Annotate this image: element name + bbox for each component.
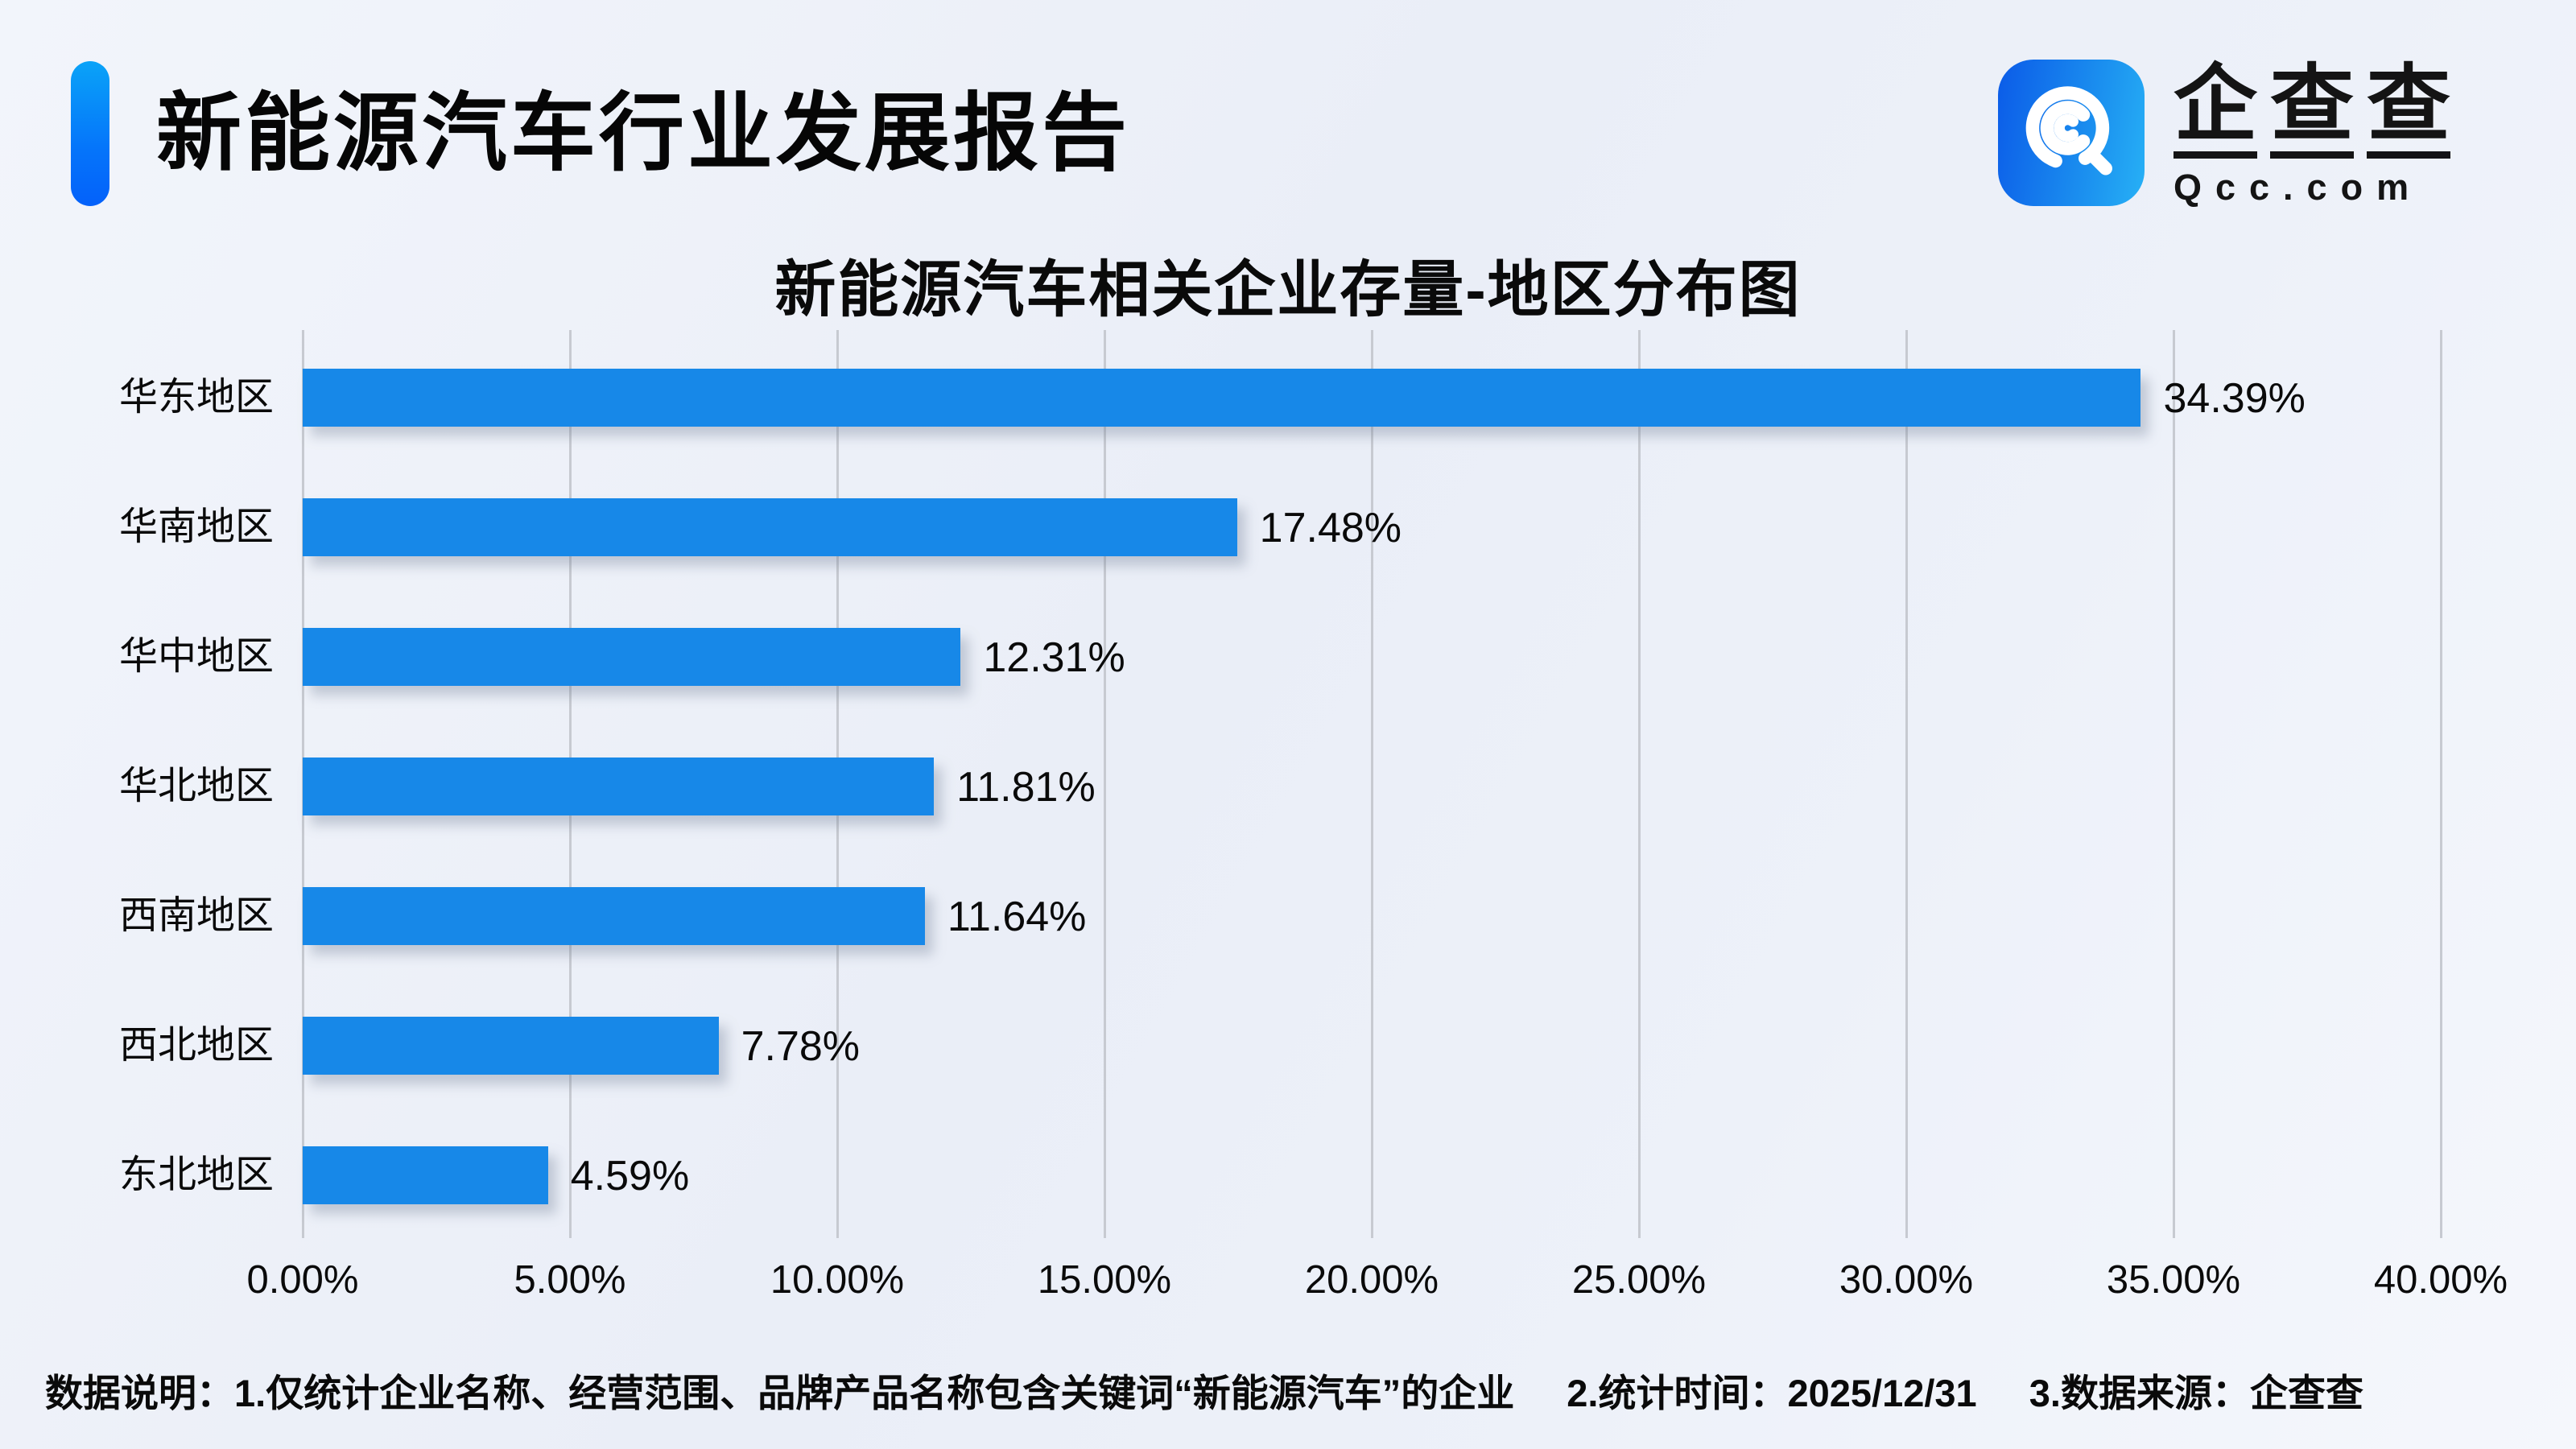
qcc-logo-text: 企 查 查 Qcc.com	[2174, 60, 2451, 208]
bar-row: 34.39%	[303, 369, 2441, 427]
x-tick-label: 25.00%	[1571, 1258, 1707, 1302]
bar	[303, 498, 1237, 556]
bar-value-label: 11.81%	[956, 764, 1096, 811]
gridline	[1104, 330, 1106, 1238]
y-axis-labels: 华东地区华南地区华中地区华北地区西南地区西北地区东北地区	[0, 330, 274, 1238]
category-label: 西南地区	[118, 894, 274, 937]
gridline	[2440, 330, 2442, 1238]
bar-value-label: 17.48%	[1259, 505, 1402, 551]
qcc-logo: 企 查 查 Qcc.com	[1998, 60, 2451, 208]
bar-value-label: 4.59%	[570, 1153, 690, 1199]
page-title: 新能源汽车行业发展报告	[156, 86, 1130, 181]
gridline	[1371, 330, 1373, 1238]
x-axis-labels: 0.00% 5.00% 10.00% 15.00% 20.00% 25.00% 30.00%…	[247, 1257, 2508, 1314]
bar-row: 17.48%	[303, 498, 2441, 556]
bar-value-label: 34.39%	[2163, 375, 2306, 422]
bar	[303, 1017, 719, 1075]
category-label: 西北地区	[118, 1024, 274, 1067]
category-label: 华东地区	[118, 376, 274, 419]
plot-area: 34.39% 17.48% 12.31% 11.81% 11.64% 7.78% 4.59%	[302, 330, 2442, 1238]
brand-char: 企	[2174, 60, 2258, 159]
gridline	[2173, 330, 2175, 1238]
brand-char: 查	[2270, 60, 2355, 159]
title-accent-bar	[71, 61, 109, 206]
bar-row: 7.78%	[303, 1017, 2441, 1075]
bar-row: 4.59%	[303, 1146, 2441, 1204]
bar-row: 11.81%	[303, 758, 2441, 815]
bar	[303, 758, 935, 815]
qcc-brand-name: 企 查 查	[2174, 60, 2451, 159]
x-tick-label: 40.00%	[2373, 1258, 2508, 1302]
gridline	[1638, 330, 1641, 1238]
bar	[303, 628, 961, 686]
qcc-domain: Qcc.com	[2174, 167, 2423, 208]
bar-value-label: 7.78%	[741, 1023, 861, 1070]
bar-value-label: 11.64%	[947, 894, 1087, 940]
x-tick-label: 5.00%	[514, 1258, 626, 1302]
x-tick-label: 15.00%	[1037, 1258, 1172, 1302]
footer-part-source: 3.数据来源：企查查	[2029, 1372, 2363, 1414]
bar	[303, 369, 2141, 427]
bar-value-label: 12.31%	[983, 634, 1125, 681]
gridline	[1905, 330, 1908, 1238]
category-label: 华南地区	[118, 506, 274, 548]
x-tick-label: 30.00%	[1839, 1258, 1974, 1302]
x-tick-label: 10.00%	[770, 1258, 905, 1302]
x-tick-label: 0.00%	[246, 1258, 359, 1302]
qcc-magnifier-icon	[1998, 60, 2145, 206]
category-label: 华中地区	[118, 635, 274, 678]
footer-part-date: 2.统计时间：2025/12/31	[1567, 1372, 1977, 1414]
bar	[303, 1146, 548, 1204]
bar-row: 12.31%	[303, 628, 2441, 686]
chart-title: 新能源汽车相关企业存量-地区分布图	[774, 256, 1802, 324]
brand-char: 查	[2367, 60, 2451, 159]
footer-part-scope: 数据说明：1.仅统计企业名称、经营范围、品牌产品名称包含关键词“新能源汽车”的企…	[45, 1372, 1515, 1414]
category-label: 东北地区	[118, 1154, 274, 1196]
footer-note: 数据说明：1.仅统计企业名称、经营范围、品牌产品名称包含关键词“新能源汽车”的企…	[45, 1362, 2541, 1418]
x-tick-label: 35.00%	[2106, 1258, 2241, 1302]
x-tick-label: 20.00%	[1304, 1258, 1439, 1302]
category-label: 华北地区	[118, 765, 274, 807]
bar-row: 11.64%	[303, 887, 2441, 945]
bar	[303, 887, 925, 945]
